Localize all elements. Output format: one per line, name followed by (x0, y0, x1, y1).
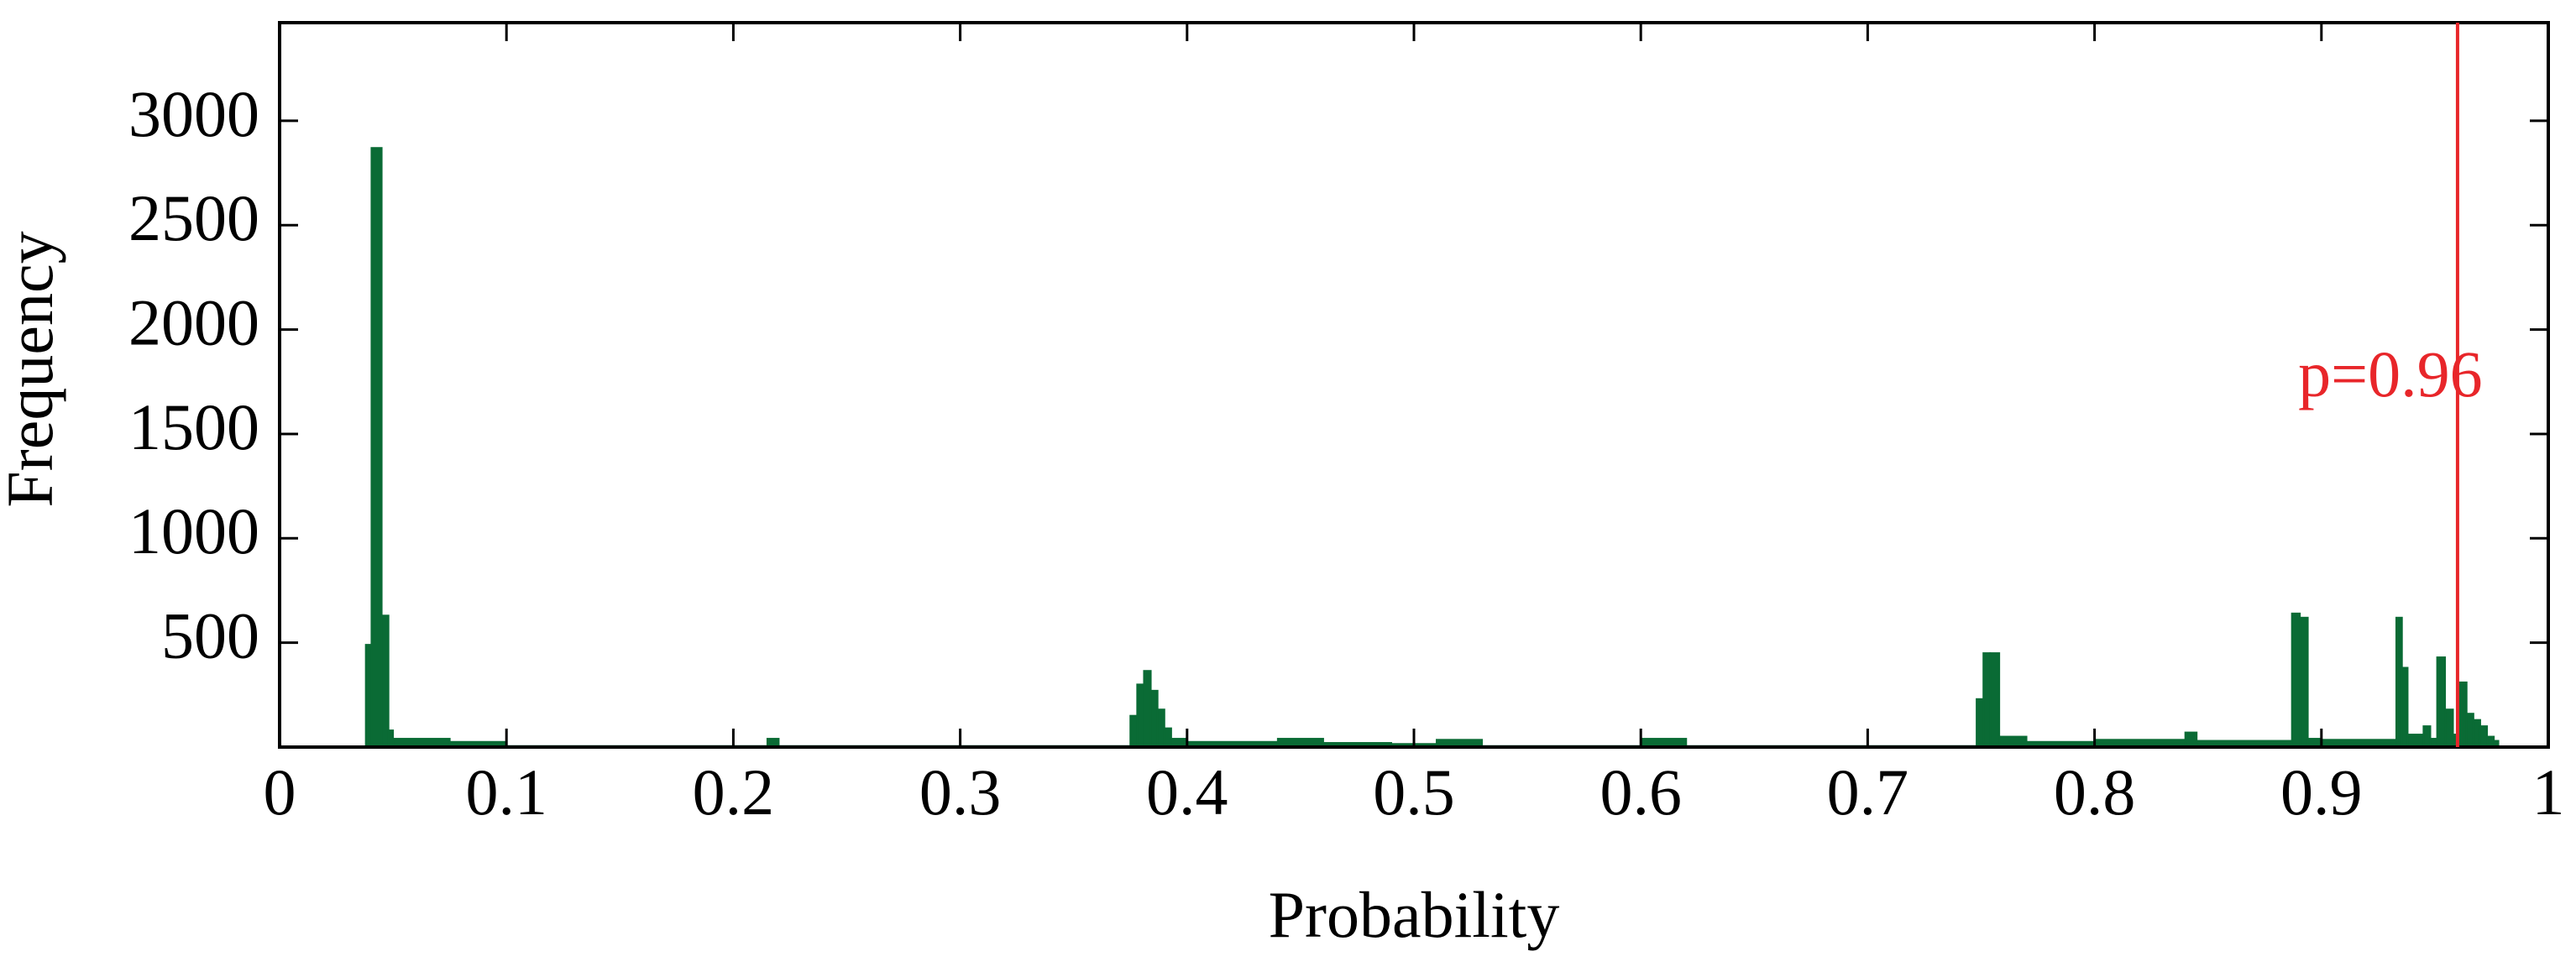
bar (370, 147, 383, 748)
bar (1129, 714, 1139, 748)
bar (1976, 698, 1985, 749)
bar (2458, 681, 2468, 749)
bar (2401, 666, 2409, 748)
x-tick-label: 0.5 (1373, 755, 1455, 828)
bar (2395, 616, 2403, 748)
plot-frame (278, 21, 2550, 749)
x-axis-label: Probability (1269, 878, 1560, 951)
y-tick-label: 2000 (128, 285, 259, 358)
x-tick-label: 0.1 (465, 755, 547, 828)
bar (2406, 734, 2425, 749)
x-tick-label: 0.2 (693, 755, 775, 828)
bar (2479, 725, 2489, 749)
bar (2444, 708, 2454, 749)
y-tick-label: 500 (161, 599, 259, 672)
x-tick-label: 0.3 (919, 755, 1002, 828)
x-tick-label: 0 (264, 755, 296, 828)
x-tick-label: 0.8 (2054, 755, 2136, 828)
bar (2299, 616, 2309, 748)
y-tick-label: 2500 (128, 181, 259, 254)
bar (2472, 719, 2481, 748)
y-tick-label: 1000 (128, 494, 259, 567)
x-tick-label: 0.6 (1600, 755, 1682, 828)
y-axis-label: Frequency (0, 231, 66, 507)
bar (2465, 713, 2474, 749)
x-tick-label: 0.9 (2280, 755, 2363, 828)
x-tick-label: 0.4 (1146, 755, 1228, 828)
x-tick-label: 0.7 (1827, 755, 1909, 828)
bar (1149, 689, 1159, 749)
x-tick-label: 1 (2532, 755, 2565, 828)
bar (1163, 727, 1172, 748)
bar (1989, 652, 2001, 748)
bar (1982, 652, 1992, 748)
bar (1136, 683, 1145, 748)
bar (2422, 725, 2432, 749)
bar (380, 614, 390, 749)
bar (1156, 708, 1165, 749)
bar (2184, 731, 2198, 748)
y-tick-label: 3000 (128, 77, 259, 150)
y-tick-label: 1500 (128, 390, 259, 463)
bar (1143, 670, 1152, 748)
bar (2436, 656, 2447, 748)
bar (2291, 612, 2301, 748)
bar (364, 644, 373, 748)
reference-label: p=0.96 (2298, 337, 2483, 410)
